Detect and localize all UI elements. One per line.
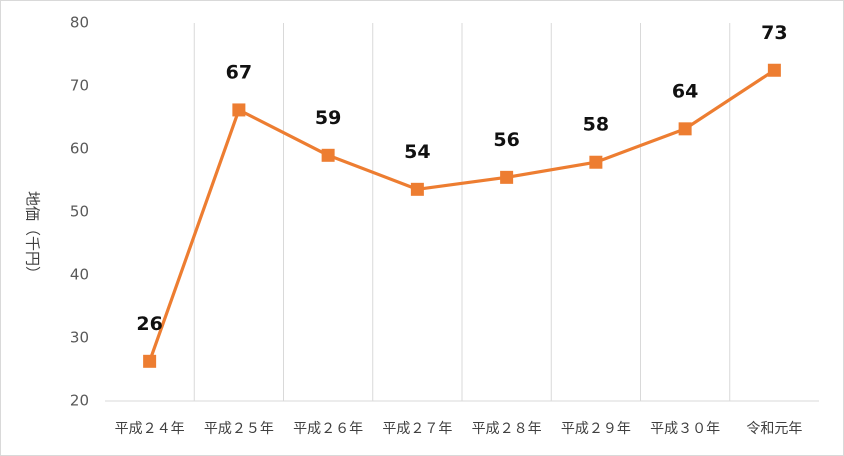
data-label: 67 [226,61,252,83]
data-point-marker [589,155,603,169]
x-tick-label: 平成２７年 [382,421,452,437]
data-label: 54 [404,141,430,163]
y-tick-label: 50 [70,203,89,221]
x-tick-label: 平成２５年 [204,421,274,437]
y-tick-label: 70 [70,77,89,95]
y-tick-label: 60 [70,140,89,158]
series-markers [143,63,781,368]
data-label: 26 [136,313,162,335]
y-axis-label: 地価（千円） [24,191,42,281]
data-point-marker [232,103,246,117]
y-tick-label: 30 [70,329,89,347]
x-axis-ticks: 平成２４年 平成２５年 平成２６年 平成２７年 平成２８年 平成２９年 平成３０年 令和元年 [115,421,803,437]
data-point-marker [410,182,424,196]
x-tick-label: 平成２４年 [115,421,185,437]
data-labels: 26 67 59 54 56 58 64 73 [136,22,787,335]
data-point-marker [678,122,692,136]
x-tick-label: 平成２８年 [472,421,542,437]
data-point-marker [321,148,335,162]
y-tick-label: 80 [70,14,89,32]
data-label: 56 [493,129,519,151]
data-point-marker [143,354,157,368]
data-point-marker [500,170,514,184]
series-line [148,68,776,362]
gridlines [105,23,819,402]
y-axis-ticks: 20 30 40 50 60 70 80 [70,14,89,410]
data-label: 58 [583,114,609,136]
x-tick-label: 平成３０年 [650,421,720,437]
y-tick-label: 40 [70,266,89,284]
data-point-marker [767,63,781,77]
y-tick-label: 20 [70,392,89,410]
x-tick-label: 令和元年 [746,421,802,437]
x-tick-label: 平成２６年 [293,421,363,437]
data-label: 64 [672,80,698,102]
x-tick-label: 平成２９年 [561,421,631,437]
data-label: 73 [761,22,787,44]
series-polyline [148,68,776,362]
data-label: 59 [315,107,341,129]
